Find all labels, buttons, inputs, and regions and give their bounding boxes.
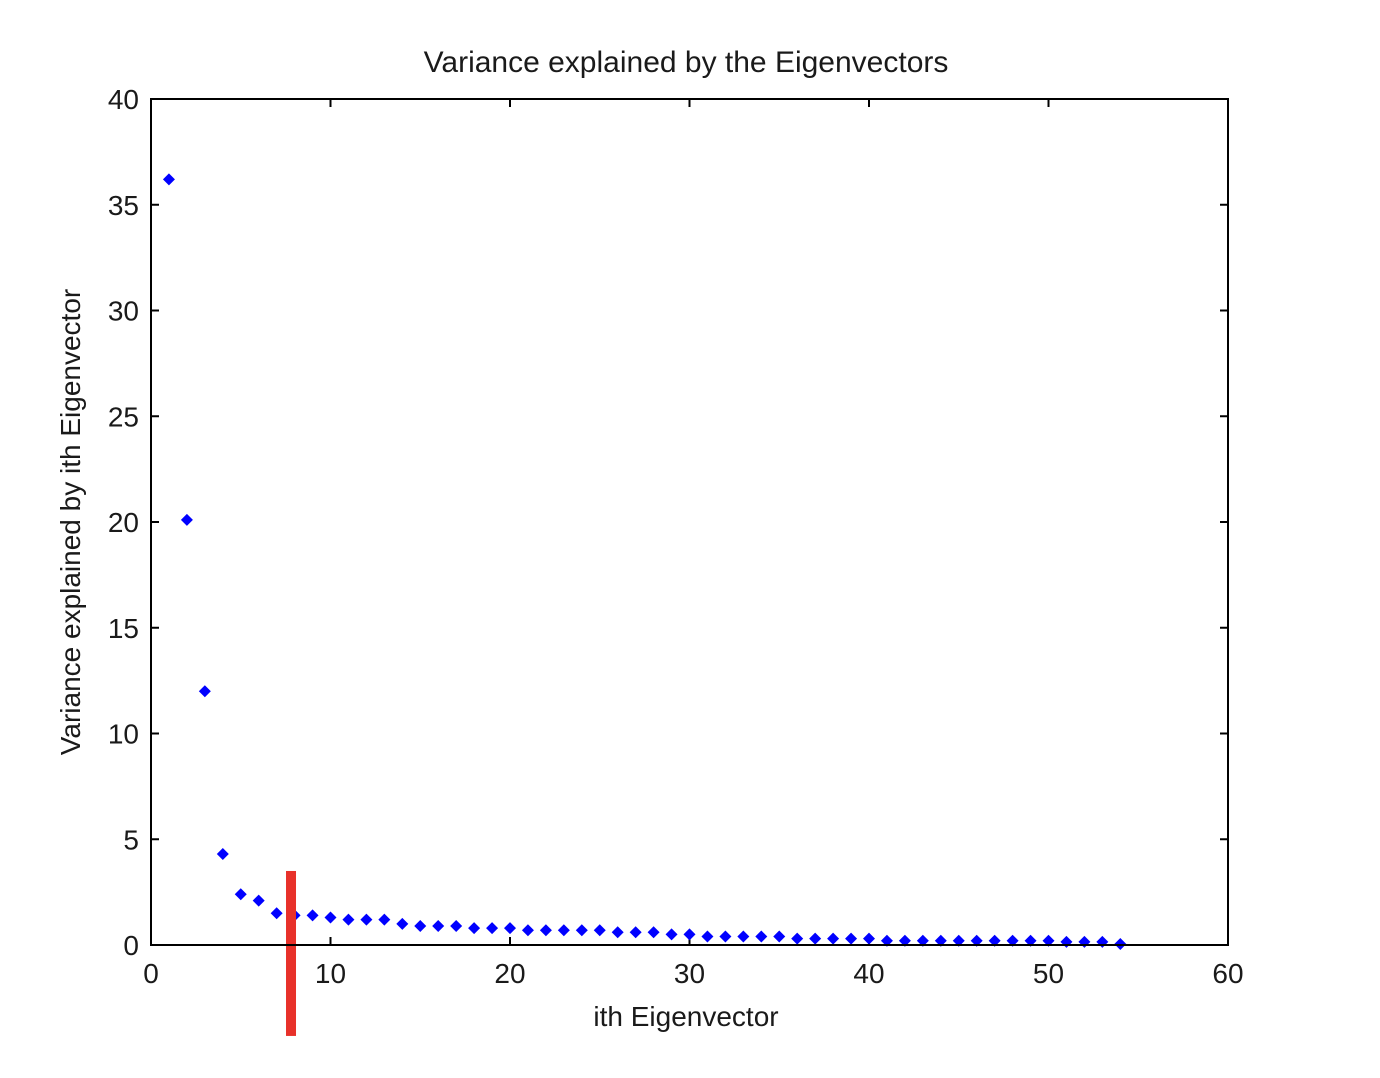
x-tick-label: 40: [853, 958, 884, 989]
data-point: [683, 928, 696, 941]
data-point: [629, 926, 642, 939]
x-tick-label: 60: [1212, 958, 1243, 989]
chart-title: Variance explained by the Eigenvectors: [424, 46, 949, 79]
data-point: [575, 924, 588, 937]
y-tick-label: 5: [123, 824, 139, 855]
y-tick-label: 20: [108, 507, 139, 538]
data-point: [486, 922, 499, 935]
data-point: [396, 917, 409, 930]
data-point: [270, 907, 283, 920]
data-point: [863, 932, 875, 945]
data-point: [1060, 935, 1073, 948]
y-axis-ticks: 0 5 10 15 20 25 30 35 40: [108, 84, 1228, 961]
data-point: [809, 932, 822, 945]
data-point: [611, 926, 624, 939]
y-axis-label: Variance explained by ith Eigenvector: [55, 289, 86, 755]
data-point: [665, 928, 678, 941]
data-point: [1042, 934, 1055, 947]
data-point: [162, 173, 175, 186]
data-point: [324, 911, 337, 924]
data-point: [539, 924, 552, 937]
data-point: [773, 930, 786, 943]
data-point: [234, 888, 247, 901]
data-point: [450, 919, 463, 932]
x-axis-ticks: 0 10 20 30 40 50 60: [143, 99, 1244, 989]
data-point: [791, 932, 804, 945]
x-axis-label: ith Eigenvector: [593, 1001, 778, 1032]
data-point: [521, 924, 534, 937]
y-tick-label: 10: [108, 719, 139, 750]
data-point: [988, 934, 1001, 947]
data-point: [378, 913, 391, 926]
y-tick-label: 25: [108, 401, 139, 432]
data-point: [342, 913, 355, 926]
y-tick-label: 35: [108, 190, 139, 221]
data-point: [216, 848, 229, 861]
data-point: [934, 934, 947, 947]
data-point: [360, 913, 373, 926]
data-point: [970, 934, 983, 947]
data-point: [180, 513, 193, 526]
data-point: [1078, 935, 1091, 948]
x-tick-label: 30: [674, 958, 705, 989]
data-point: [1024, 934, 1037, 947]
data-point: [845, 932, 858, 945]
data-point: [1006, 934, 1019, 947]
data-point: [737, 930, 750, 943]
cutoff-marker-bar: [286, 870, 297, 1036]
data-point: [719, 930, 732, 943]
data-point: [952, 934, 965, 947]
x-tick-label: 10: [315, 958, 346, 989]
x-tick-label: 50: [1033, 958, 1064, 989]
data-point: [198, 685, 211, 698]
data-point: [414, 919, 427, 932]
plot-area-frame: [150, 98, 1229, 946]
data-point: [557, 924, 570, 937]
data-point: [1096, 935, 1109, 948]
data-points: [162, 173, 1127, 950]
data-point: [898, 934, 911, 947]
x-tick-label: 20: [494, 958, 525, 989]
x-tick-label: 0: [143, 958, 159, 989]
data-point: [1114, 937, 1127, 950]
data-point: [701, 930, 714, 943]
data-point: [916, 934, 929, 947]
y-tick-label: 0: [123, 930, 139, 961]
data-point: [593, 924, 606, 937]
data-point: [468, 922, 481, 935]
data-point: [827, 932, 840, 945]
data-point: [252, 894, 265, 907]
y-tick-label: 40: [108, 84, 139, 115]
y-tick-label: 30: [108, 296, 139, 327]
y-tick-label: 15: [108, 613, 139, 644]
data-point: [306, 909, 319, 922]
data-point: [647, 926, 660, 939]
data-point: [880, 934, 893, 947]
annotations: [286, 870, 297, 1036]
data-point: [432, 919, 445, 932]
data-point: [504, 922, 516, 935]
data-point: [755, 930, 768, 943]
